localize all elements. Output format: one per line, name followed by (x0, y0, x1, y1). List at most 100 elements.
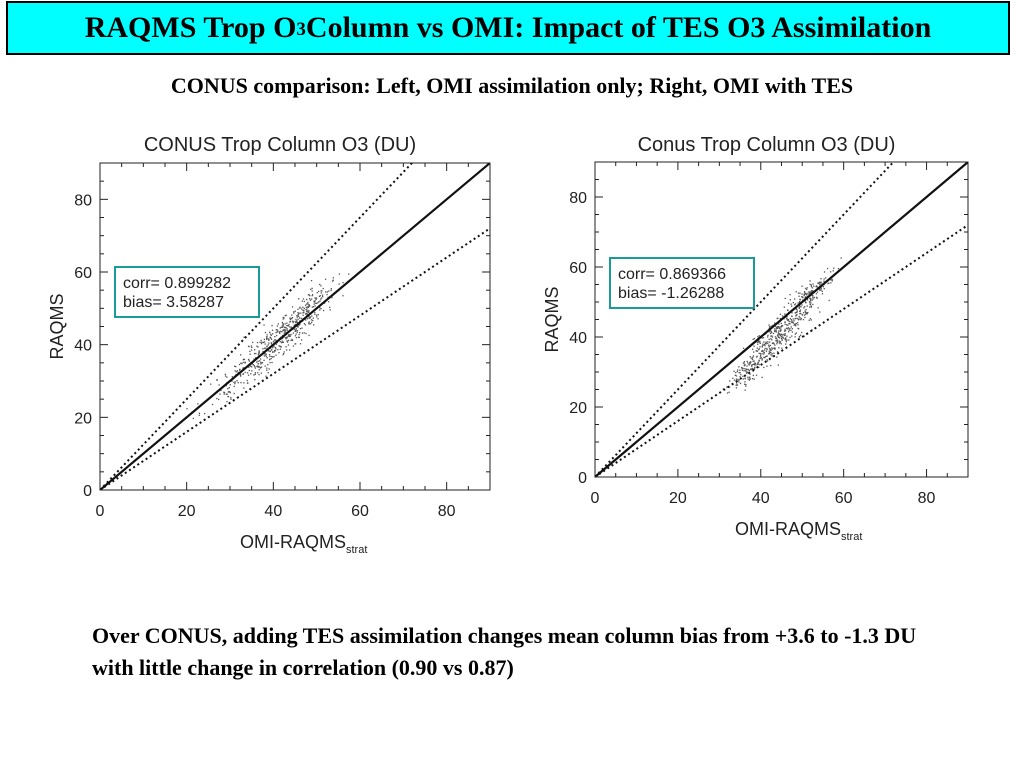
scatter-point (792, 318, 794, 320)
scatter-point (778, 326, 780, 328)
chart-left-xtick-label: 40 (264, 503, 282, 520)
chart-right-dotted-line-2 (595, 224, 968, 477)
scatter-point (784, 330, 787, 332)
scatter-point (297, 325, 299, 327)
scatter-point (308, 310, 310, 312)
scatter-point (273, 340, 275, 342)
chart-right-xtick-label: 60 (835, 490, 853, 507)
scatter-point (799, 299, 801, 301)
scatter-point (302, 298, 305, 300)
scatter-point (331, 296, 333, 299)
scatter-point (338, 273, 341, 275)
scatter-point (299, 328, 302, 330)
scatter-point (776, 337, 778, 339)
scatter-point (828, 282, 830, 284)
scatter-point (242, 373, 244, 375)
scatter-point (314, 300, 316, 302)
scatter-point (750, 361, 752, 363)
scatter-point (309, 295, 311, 297)
scatter-point (758, 363, 760, 366)
scatter-point (813, 285, 815, 287)
scatter-point (736, 382, 738, 384)
scatter-point (311, 298, 313, 300)
scatter-point (348, 273, 350, 275)
scatter-point (266, 337, 268, 340)
scatter-point (795, 311, 797, 314)
scatter-point (240, 382, 242, 384)
scatter-point (778, 332, 780, 335)
scatter-point (266, 345, 268, 348)
scatter-point (793, 320, 795, 322)
scatter-point (830, 279, 832, 281)
scatter-point (740, 374, 742, 376)
scatter-point (281, 337, 284, 340)
scatter-point (771, 331, 773, 334)
scatter-point (810, 297, 812, 300)
scatter-point (788, 323, 790, 325)
scatter-point (319, 300, 321, 302)
scatter-point (778, 347, 780, 349)
scatter-point (785, 337, 787, 339)
scatter-point (780, 326, 782, 328)
scatter-point (264, 343, 266, 345)
scatter-point (316, 316, 318, 318)
scatter-point (287, 335, 289, 338)
scatter-point (294, 335, 297, 337)
scatter-point (260, 342, 263, 345)
scatter-point (810, 305, 813, 307)
scatter-point (761, 376, 763, 378)
scatter-point (806, 313, 808, 315)
scatter-point (776, 341, 778, 343)
slide-subtitle: CONUS comparison: Left, OMI assimilation… (170, 73, 854, 98)
chart-left-xtick-label: 80 (438, 503, 456, 520)
scatter-point (794, 312, 796, 314)
scatter-point (304, 324, 307, 326)
scatter-point (759, 342, 761, 344)
scatter-point (789, 299, 791, 301)
scatter-point (320, 290, 322, 292)
scatter-point (743, 364, 745, 366)
scatter-point (796, 311, 798, 314)
chart-omi-with-tes: Conus Trop Column O3 (DU) 0 0 20 20 40 40 60 60 8… (535, 125, 980, 545)
scatter-point (280, 326, 282, 329)
scatter-point (761, 346, 763, 348)
scatter-point (771, 348, 773, 350)
scatter-point (745, 385, 747, 387)
scatter-point (270, 337, 272, 339)
scatter-point (306, 298, 308, 301)
scatter-point (263, 324, 265, 326)
scatter-point (263, 347, 266, 349)
scatter-point (305, 312, 307, 315)
scatter-point (292, 332, 294, 334)
scatter-point (289, 317, 291, 319)
scatter-point (332, 277, 334, 279)
chart-right-xtick-label: 0 (591, 490, 600, 507)
scatter-point (745, 383, 747, 386)
chart-left-xtick-label: 20 (178, 503, 196, 520)
scatter-point (267, 372, 269, 374)
scatter-point (758, 341, 760, 343)
scatter-point (293, 311, 295, 313)
scatter-point (791, 321, 793, 323)
scatter-point (741, 367, 743, 370)
scatter-point (810, 298, 812, 300)
scatter-point (808, 292, 810, 294)
scatter-point (763, 356, 765, 359)
scatter-point (268, 338, 270, 340)
scatter-point (315, 314, 318, 316)
scatter-point (306, 310, 309, 312)
scatter-point (309, 299, 312, 301)
scatter-point (746, 372, 748, 375)
scatter-point (752, 374, 754, 377)
scatter-point (820, 278, 822, 280)
scatter-point (274, 349, 276, 352)
chart-omi-only-svg: CONUS Trop Column O3 (DU) 00 20 20 40 40 60 60 8… (47, 134, 491, 555)
scatter-point (236, 370, 239, 372)
scatter-point (802, 312, 805, 314)
scatter-point (265, 353, 267, 355)
scatter-point (747, 362, 749, 364)
scatter-point (306, 313, 309, 315)
scatter-point (831, 280, 833, 282)
scatter-point (295, 329, 297, 331)
scatter-point (303, 307, 305, 310)
